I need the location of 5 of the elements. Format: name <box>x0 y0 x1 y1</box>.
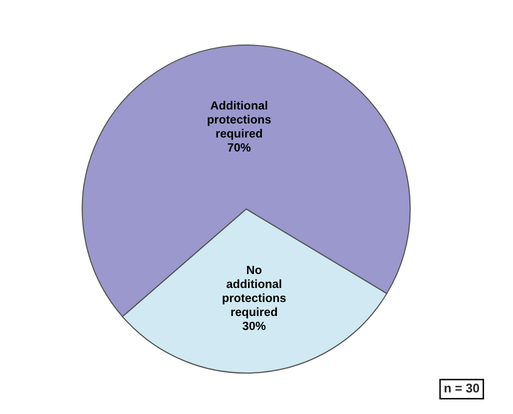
slice-label: Additional protections required <box>208 100 271 140</box>
slice-label: No additional protections required <box>222 266 286 318</box>
data-label: 30% <box>242 322 266 330</box>
text: n = 30 <box>444 384 480 393</box>
data-label: 70% <box>228 143 251 152</box>
